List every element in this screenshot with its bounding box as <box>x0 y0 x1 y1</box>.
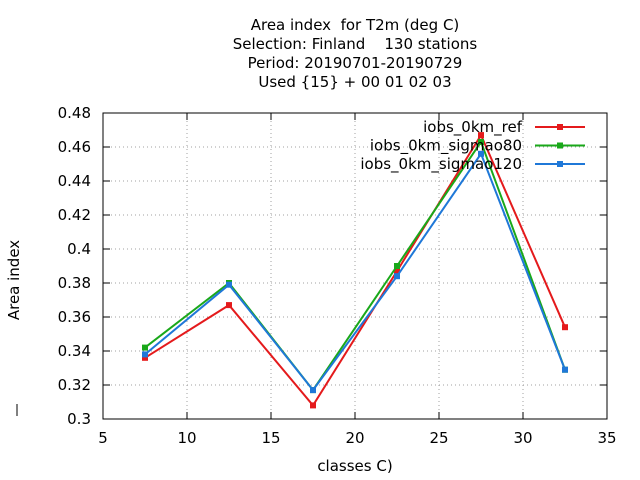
x-tick-label: 15 <box>261 429 280 447</box>
chart-title: Area index for T2m (deg C) Selection: Fi… <box>35 16 640 92</box>
data-point-ref <box>562 324 568 331</box>
data-point-sigmao80 <box>142 344 148 351</box>
x-tick-label: 10 <box>177 429 196 447</box>
legend-label-sigmao80: iobs_0km_sigmao80 <box>370 137 522 156</box>
y-tick-label: 0.34 <box>58 342 91 360</box>
y-tick-label: 0.36 <box>58 308 91 326</box>
y-tick-label: 0.44 <box>58 172 91 190</box>
axis-ticks: 0.3 0.32 0.34 0.36 0.38 0.4 0.42 0.44 0.46 0.48 5 1… <box>58 104 617 447</box>
title-line-1: Area index for T2m (deg C) <box>250 16 460 34</box>
legend-label-ref: iobs_0km_ref <box>423 118 523 137</box>
data-point-sigmao120 <box>394 273 400 280</box>
y-tick-label: 0.32 <box>58 376 91 394</box>
legend-marker-sigmao80 <box>557 142 563 149</box>
data-point-sigmao120 <box>142 351 148 358</box>
x-tick-label: 25 <box>429 429 448 447</box>
data-point-ref <box>394 268 400 275</box>
data-point-sigmao80 <box>478 138 484 145</box>
data-point-sigmao80 <box>394 263 400 269</box>
data-point-sigmao120 <box>226 281 232 288</box>
series-line-sigmao120 <box>144 151 566 392</box>
legend-marker-sigmao120 <box>557 161 563 167</box>
data-point-sigmao120 <box>310 387 316 394</box>
y-tick-label: 0.38 <box>58 274 91 292</box>
grid <box>103 113 607 419</box>
legend: iobs_0km_refiobs_0km_sigmao80iobs_0km_si… <box>360 118 585 174</box>
title-line-3: Period: 20190701-20190729 <box>247 54 463 72</box>
legend-label-sigmao120: iobs_0km_sigmao120 <box>360 155 522 174</box>
title-line-4: Used {15} + 00 01 02 03 <box>258 73 452 91</box>
title-line-2: Selection: Finland 130 stations <box>232 35 478 53</box>
x-tick-label: 5 <box>98 429 108 447</box>
y-tick-label: 0.48 <box>58 104 91 122</box>
y-tick-label: 0.4 <box>67 240 91 258</box>
y-tick-label: 0.46 <box>58 138 91 156</box>
series-lines <box>142 132 568 409</box>
x-tick-label: 30 <box>513 429 532 447</box>
y-tick-label: 0.42 <box>58 206 91 224</box>
x-axis-title: classes C) <box>317 457 392 475</box>
data-point-ref <box>226 302 232 309</box>
series-line-sigmao80 <box>144 139 566 392</box>
y-axis-title: Area index <box>5 240 23 320</box>
data-point-sigmao120 <box>562 366 568 373</box>
y-tick-label: 0.3 <box>67 410 91 428</box>
data-point-ref <box>142 354 148 361</box>
x-tick-label: 35 <box>597 429 616 447</box>
data-point-sigmao120 <box>478 150 484 157</box>
legend-marker-ref <box>557 124 563 130</box>
data-point-ref <box>478 132 484 139</box>
series-line-ref <box>144 132 566 408</box>
data-point-ref <box>310 402 316 409</box>
x-tick-label: 20 <box>345 429 364 447</box>
